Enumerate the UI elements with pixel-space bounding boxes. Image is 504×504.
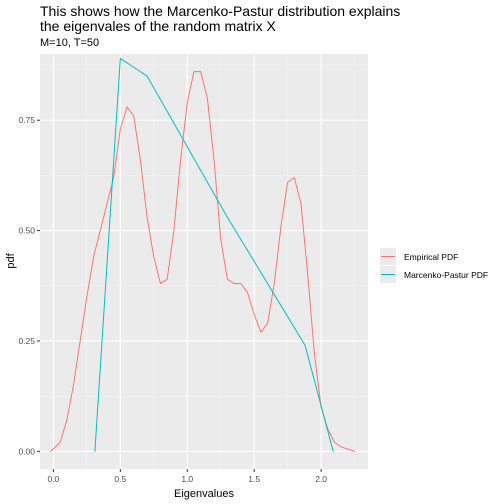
y-tick-label: 0.50 [18, 226, 35, 236]
y-tick-label: 0.00 [18, 446, 35, 456]
x-axis-ticks: 0.0 0.5 1.0 1.5 2.0 [47, 469, 327, 484]
y-axis-ticks: 0.00 0.25 0.50 0.75 [18, 115, 40, 456]
x-tick-label: 0.5 [114, 474, 126, 484]
chart-title-line-2: the eigenvales of the random matrix X [40, 18, 276, 34]
x-tick-label: 1.5 [248, 474, 260, 484]
chart-subtitle: M=10, T=50 [40, 37, 99, 49]
x-tick-label: 1.0 [181, 474, 193, 484]
x-tick-label: 0.0 [47, 474, 59, 484]
series-line-0 [50, 71, 356, 452]
legend: Empirical PDF Marcenko-Pastur PDF [380, 248, 488, 283]
series-line-1 [94, 57, 334, 452]
y-tick-label: 0.25 [18, 336, 35, 346]
y-tick-label: 0.75 [18, 115, 35, 125]
y-axis-title: pdf [5, 252, 17, 268]
x-tick-label: 2.0 [315, 474, 327, 484]
series-layer [50, 57, 356, 452]
chart-title-line-1: This shows how the Marcenko-Pastur distr… [40, 3, 400, 19]
x-axis-title: Eigenvalues [174, 488, 234, 500]
legend-label-empirical: Empirical PDF [404, 252, 458, 262]
plot-panel [40, 54, 368, 469]
legend-label-marcenko-pastur: Marcenko-Pastur PDF [404, 270, 488, 280]
